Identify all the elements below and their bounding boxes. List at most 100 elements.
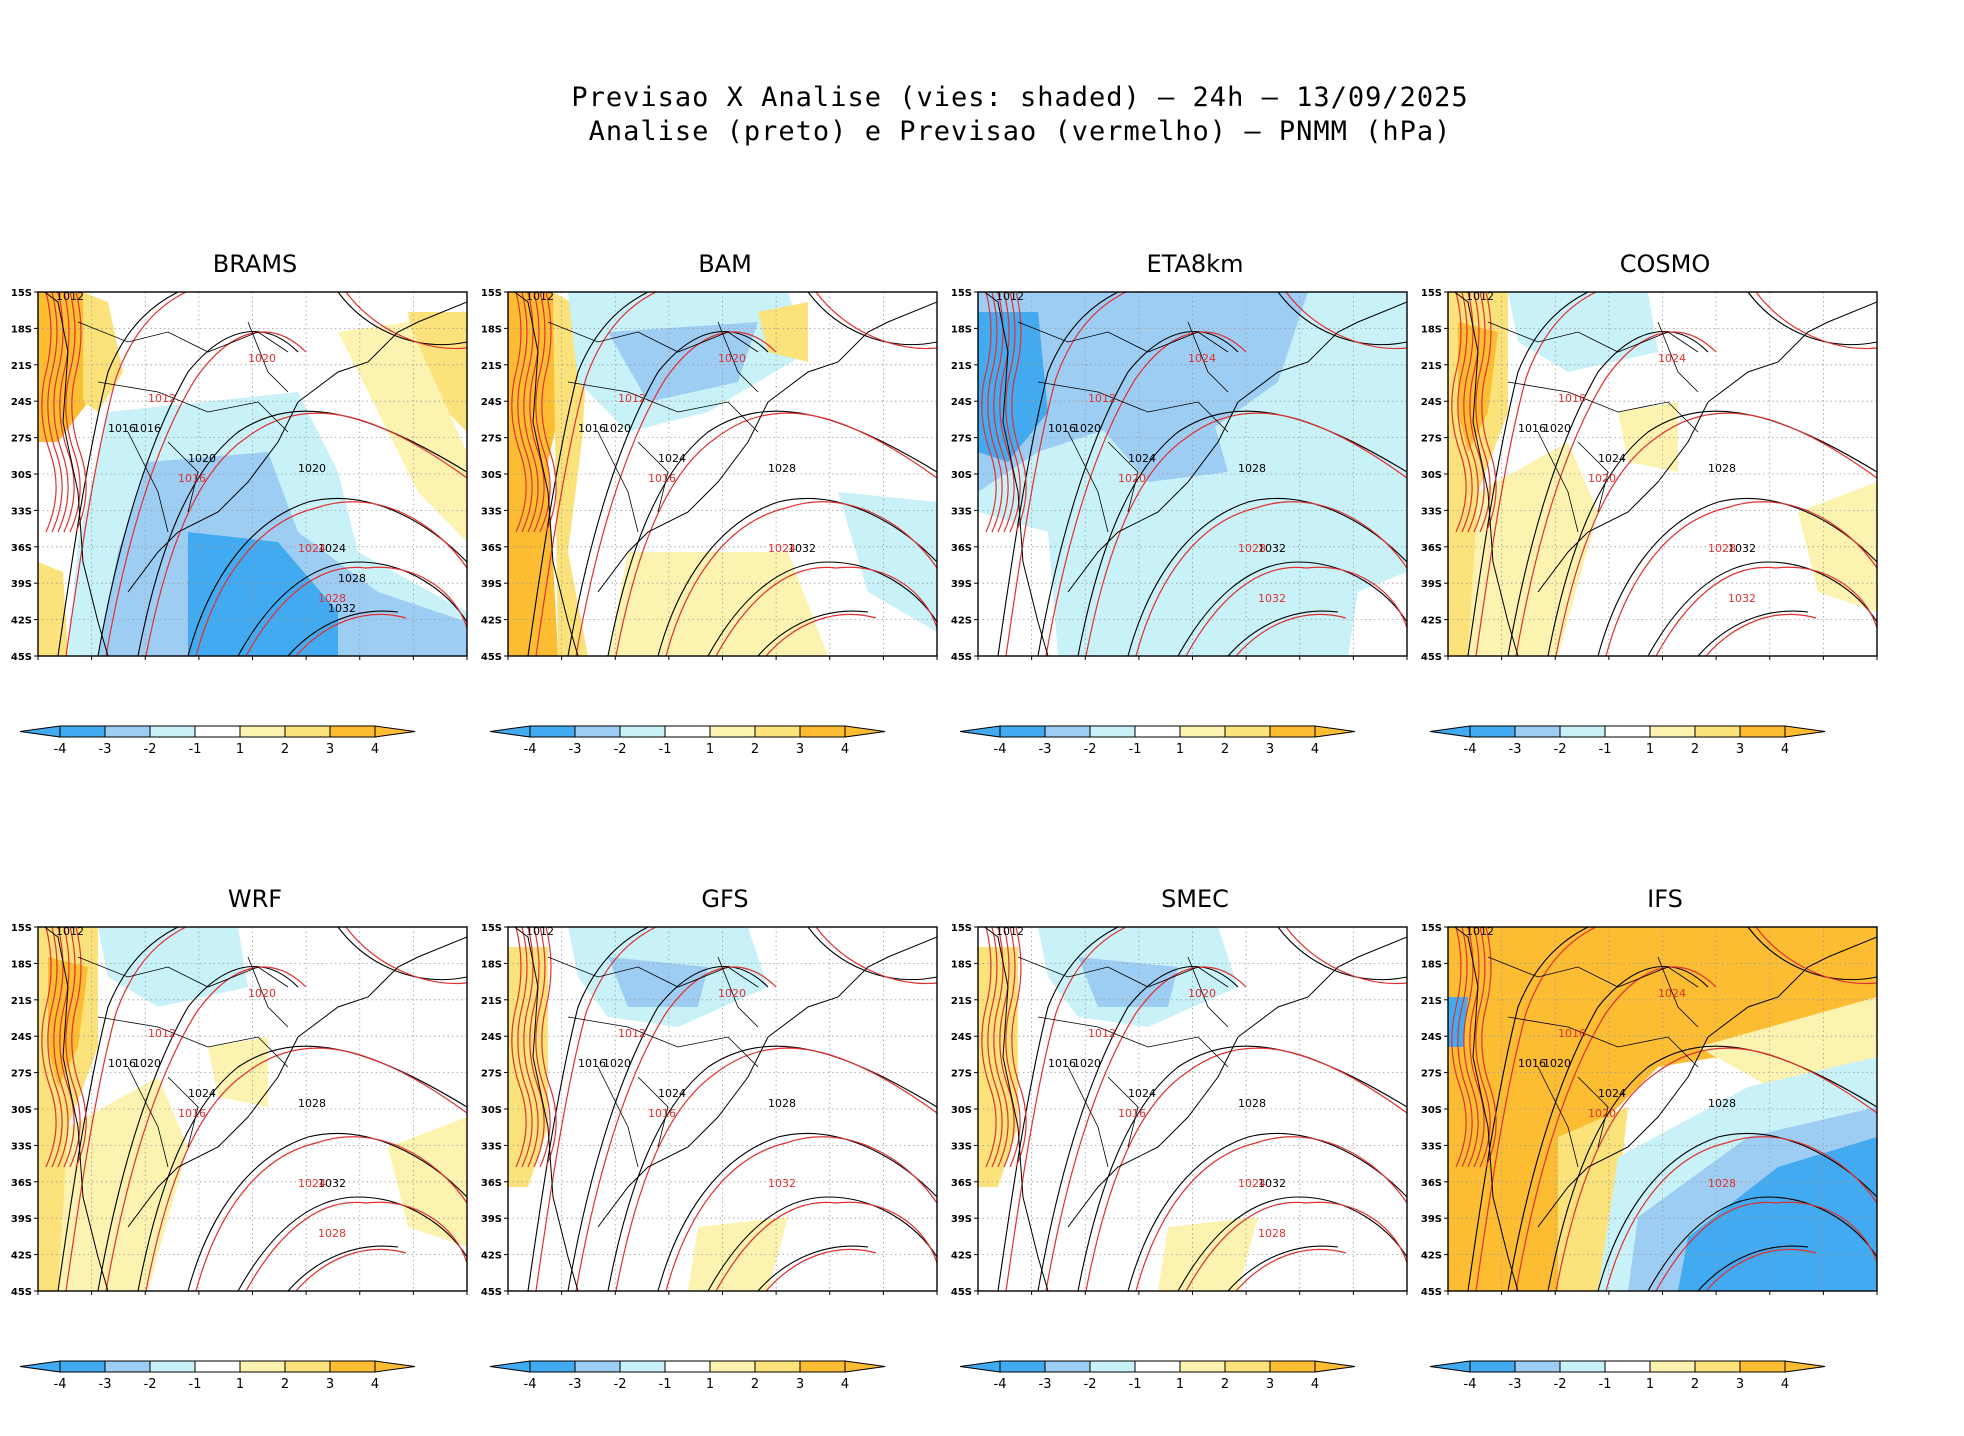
colorbar-swatch (1044, 725, 1091, 738)
colorbar-tick-label: -4 (1464, 1377, 1477, 1392)
colorbar-swatch (104, 725, 151, 738)
isobar-label-analysis: 1016 (1048, 422, 1076, 435)
isobar-label-forecast: 1024 (1238, 1177, 1266, 1190)
bias-map: 1012 1016 1020 1024 1028 1032 1012 1020 1024 1028… (940, 250, 1410, 660)
model-panel-wrf: WRF 1012 1016 1020 1024 1028 1032 1012 1016 1020 1… (0, 885, 470, 1405)
map-svg: 1012101610201024102810321012101610201024… (951, 923, 1408, 1295)
colorbar-tick-label: -4 (994, 1377, 1007, 1392)
lat-tick-label: 39S (1421, 579, 1442, 590)
bias-shading (98, 927, 248, 1007)
colorbar-tick-label: -2 (614, 1377, 627, 1392)
colorbar-container: -4 -3 -2 -1 1 2 3 4 (1420, 1355, 1880, 1405)
lat-tick-label: 42S (11, 1251, 32, 1262)
colorbar-tick-label: 1 (1176, 742, 1184, 757)
lat-tick-label: 36S (11, 543, 32, 554)
isobar-label-analysis: 1032 (1258, 542, 1286, 555)
colorbar-tick-label: -2 (1084, 1377, 1097, 1392)
colorbar-swatch (1649, 1360, 1696, 1373)
colorbar-swatch (194, 1360, 241, 1373)
bias-map: 1012 1016 1020 1024 1028 1032 1016 1020 1024 1028… (1410, 250, 1880, 660)
colorbar-tick-label: -3 (1039, 742, 1052, 757)
isobar-label-analysis: 1020 (1543, 1057, 1571, 1070)
lat-tick-label: 21S (1421, 996, 1442, 1007)
colorbar-tick-label: -4 (524, 1377, 537, 1392)
colorbar-swatch (1694, 725, 1741, 738)
colorbar-tick-label: 2 (1691, 742, 1699, 757)
panel-title: COSMO (1619, 250, 1711, 278)
map-svg: 1012101610201024102810321012101610201024… (11, 923, 468, 1295)
lat-tick-label: 30S (1421, 470, 1442, 481)
colorbar-swatch (529, 725, 576, 738)
colorbar-tick-label: -2 (1554, 742, 1567, 757)
colorbar-swatch (709, 1360, 756, 1373)
bias-map: 1012 1016 1020 1024 1028 1032 1012 1016 1020 1024… (940, 885, 1410, 1295)
lat-tick-label: 45S (11, 652, 32, 660)
model-panel-ifs: IFS 1012 1016 1020 1024 1028 1016 1020 1024 1028 1… (1410, 885, 1880, 1405)
colorbar-tick-label: 4 (371, 742, 379, 757)
map-svg: 10121016102010241028101210161020103215S1… (481, 923, 938, 1295)
colorbar-tick-label: 3 (1266, 1377, 1274, 1392)
lat-tick-label: 45S (481, 652, 502, 660)
lat-tick-label: 18S (11, 959, 32, 970)
lat-tick-label: 30S (951, 1105, 972, 1116)
isobar-label-forecast: 1016 (178, 472, 206, 485)
isobar-label-forecast: 1032 (1728, 592, 1756, 605)
isobar-label-forecast: 1032 (1258, 592, 1286, 605)
bias-shading (1348, 572, 1407, 656)
colorbar-tick-label: -3 (1509, 1377, 1522, 1392)
isobar-label-analysis: 1016 (1518, 422, 1546, 435)
colorbar-tick-label: -1 (1129, 1377, 1142, 1392)
isobar-label-analysis: 1024 (1598, 452, 1626, 465)
lat-tick-label: 30S (951, 470, 972, 481)
lat-tick-label: 30S (481, 470, 502, 481)
isobar-label-forecast: 1012 (148, 392, 176, 405)
lat-tick-label: 21S (1421, 361, 1442, 372)
lat-tick-label: 33S (481, 1141, 502, 1152)
colorbar-tick-label: 3 (796, 1377, 804, 1392)
colorbar-swatch (1604, 1360, 1651, 1373)
lat-tick-label: 33S (951, 506, 972, 517)
bias-map: 1012 1016 1020 1024 1028 1012 1016 1020 1032 15S 1… (470, 885, 940, 1295)
colorbar-swatch (104, 1360, 151, 1373)
colorbar-tick-label: 3 (1736, 1377, 1744, 1392)
lat-tick-label: 36S (951, 543, 972, 554)
lat-tick-label: 15S (951, 923, 972, 934)
isobar-label-forecast: 1016 (648, 1107, 676, 1120)
isobar-label-forecast: 1028 (1708, 542, 1736, 555)
colorbar-swatch (1089, 1360, 1136, 1373)
panel-title: ETA8km (1146, 250, 1244, 278)
colorbar: -4 -3 -2 -1 1 2 3 4 (959, 725, 1356, 757)
colorbar: -4 -3 -2 -1 1 2 3 4 (489, 1360, 886, 1392)
isobar-label-analysis: 1016 (1048, 1057, 1076, 1070)
isobar-label-forecast: 1012 (618, 1027, 646, 1040)
colorbar-container: -4 -3 -2 -1 1 2 3 4 (950, 720, 1410, 770)
colorbar-swatch (284, 725, 331, 738)
bias-shading (608, 322, 758, 402)
lat-tick-label: 24S (1421, 397, 1442, 408)
colorbar-tick-label: 3 (796, 742, 804, 757)
lat-tick-label: 39S (11, 579, 32, 590)
lat-tick-label: 39S (1421, 1214, 1442, 1225)
isobar-label-forecast: 1024 (1658, 987, 1686, 1000)
lat-tick-label: 27S (951, 434, 972, 445)
lat-tick-label: 45S (11, 1287, 32, 1295)
bias-shading (208, 1037, 268, 1107)
lat-tick-label: 33S (951, 1141, 972, 1152)
colorbar-swatch (1224, 1360, 1271, 1373)
bias-shading (1678, 1137, 1877, 1291)
colorbar-swatch (1559, 1360, 1606, 1373)
isobar-label-forecast: 1024 (768, 542, 796, 555)
colorbar-tick-label: -1 (1129, 742, 1142, 757)
colorbar-swatch (1739, 1360, 1786, 1373)
isobar-label-analysis: 1016 (133, 422, 161, 435)
colorbar-swatch (149, 725, 196, 738)
bias-shading (1088, 402, 1228, 482)
colorbar-swatch (754, 725, 801, 738)
lat-tick-label: 21S (481, 361, 502, 372)
colorbar-tick-label: 2 (281, 742, 289, 757)
model-panel-cosmo: COSMO 1012 1016 1020 1024 1028 1032 1016 1020 102… (1410, 250, 1880, 770)
colorbar-tick-label: -4 (524, 742, 537, 757)
isobar-label-forecast: 1012 (618, 392, 646, 405)
bias-shading (338, 322, 467, 542)
colorbar-tick-label: -3 (1039, 1377, 1052, 1392)
